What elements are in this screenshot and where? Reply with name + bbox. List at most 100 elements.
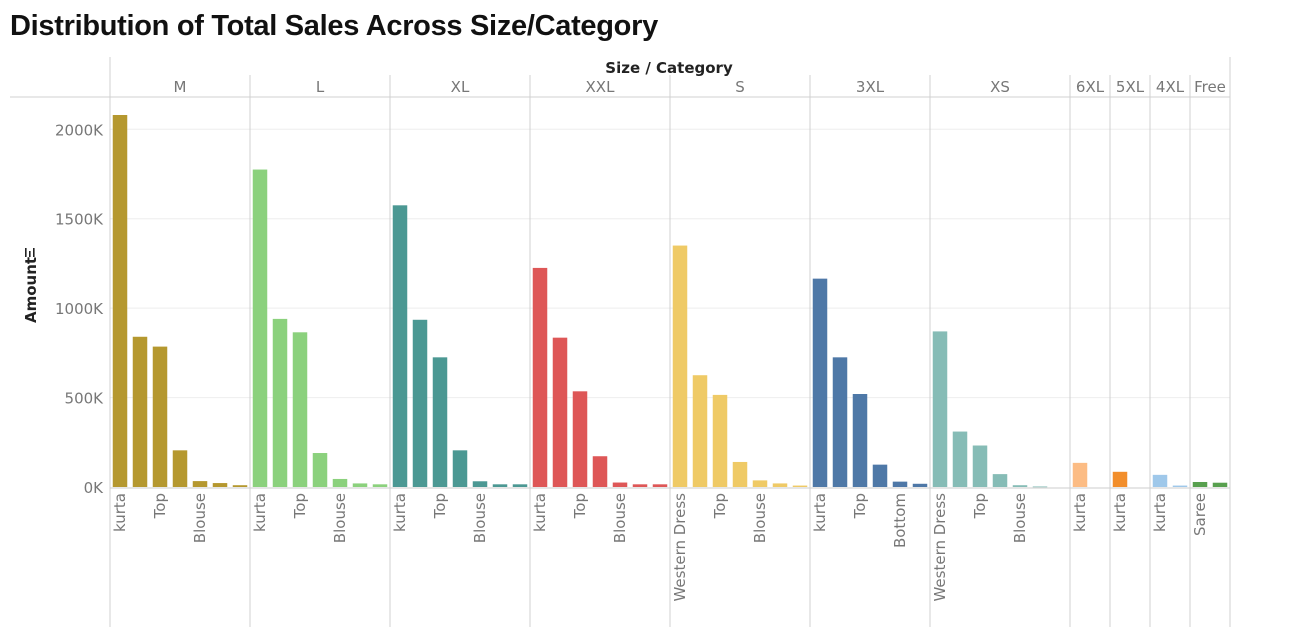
y-tick-label: 1000K — [55, 300, 104, 318]
y-axis-title: Amount — [22, 248, 40, 323]
y-tick-label: 1500K — [55, 211, 104, 229]
sort-icon[interactable] — [25, 248, 35, 257]
size-header-xl: XL — [451, 78, 470, 96]
size-header-l: L — [316, 78, 325, 96]
y-tick-label: 500K — [65, 390, 105, 408]
category-label: Top — [971, 493, 989, 519]
bar-xs-6[interactable] — [1032, 486, 1048, 488]
bar-s-5[interactable] — [752, 480, 768, 487]
bar-xxl-6[interactable] — [632, 484, 648, 487]
category-label: Top — [571, 493, 589, 519]
size-header-4xl: 4XL — [1156, 78, 1185, 96]
bar-5xl-1[interactable] — [1112, 471, 1128, 487]
size-header-xxl: XXL — [586, 78, 616, 96]
bar-m-2[interactable] — [132, 336, 148, 487]
bar-xs-4[interactable] — [992, 474, 1008, 487]
category-label: Blouse — [751, 493, 769, 543]
category-label: kurta — [111, 493, 129, 532]
size-header-3xl: 3XL — [856, 78, 885, 96]
bar-l-7[interactable] — [372, 484, 388, 487]
y-axis-label: Amount — [22, 257, 40, 323]
bar-m-3[interactable] — [152, 346, 168, 487]
chart-frame — [10, 57, 1231, 627]
bar-xl-1[interactable] — [392, 205, 408, 487]
bar-s-7[interactable] — [792, 485, 808, 487]
bar-xl-2[interactable] — [412, 319, 428, 487]
bar-m-4[interactable] — [172, 450, 188, 487]
bar-l-2[interactable] — [272, 318, 288, 487]
bar-l-4[interactable] — [312, 453, 328, 487]
bar-xxl-3[interactable] — [572, 391, 588, 487]
category-label: Western Dress — [671, 493, 689, 602]
bar-xxl-2[interactable] — [552, 337, 568, 487]
bar-4xl-1[interactable] — [1152, 474, 1168, 487]
category-label: kurta — [251, 493, 269, 532]
category-label: Blouse — [331, 493, 349, 543]
size-header-m: M — [174, 78, 187, 96]
bar-m-7[interactable] — [232, 485, 248, 487]
bar-l-6[interactable] — [352, 483, 368, 487]
category-label: Blouse — [191, 493, 209, 543]
bar-free-1[interactable] — [1192, 481, 1208, 487]
bar-xxl-1[interactable] — [532, 267, 548, 487]
bar-l-5[interactable] — [332, 478, 348, 487]
bar-l-1[interactable] — [252, 169, 268, 487]
bar-xs-2[interactable] — [952, 431, 968, 487]
category-labels: kurta Top Blouse kurta Top Blouse kurta Top Blou… — [111, 493, 1209, 602]
bar-xxl-7[interactable] — [652, 484, 668, 487]
y-tick-label: 0K — [84, 479, 105, 497]
size-header-xs: XS — [990, 78, 1010, 96]
category-label: kurta — [1071, 493, 1089, 532]
bar-m-5[interactable] — [192, 481, 208, 487]
bar-xs-1[interactable] — [932, 331, 948, 487]
bar-xxl-5[interactable] — [612, 482, 628, 487]
bars — [112, 115, 1228, 488]
bar-3xl-3[interactable] — [852, 394, 868, 487]
category-label: kurta — [391, 493, 409, 532]
bar-s-2[interactable] — [692, 375, 708, 487]
category-label: Top — [711, 493, 729, 519]
category-label: Saree — [1191, 493, 1209, 536]
bar-s-3[interactable] — [712, 394, 728, 487]
bar-m-1[interactable] — [112, 115, 128, 487]
bar-s-4[interactable] — [732, 461, 748, 487]
bar-4xl-2[interactable] — [1172, 485, 1188, 487]
bar-xs-5[interactable] — [1012, 485, 1028, 487]
bar-3xl-1[interactable] — [812, 278, 828, 487]
size-header-s: S — [735, 78, 745, 96]
category-label: Blouse — [611, 493, 629, 543]
bar-6xl-1[interactable] — [1072, 462, 1088, 487]
category-label: Top — [291, 493, 309, 519]
category-label: kurta — [1111, 493, 1129, 532]
category-label: Top — [851, 493, 869, 519]
bar-xs-3[interactable] — [972, 445, 988, 487]
bar-s-1[interactable] — [672, 245, 688, 487]
header-axis-title: Size / Category — [605, 59, 733, 77]
bar-m-6[interactable] — [212, 483, 228, 487]
bar-free-2[interactable] — [1212, 482, 1228, 487]
bar-3xl-2[interactable] — [832, 357, 848, 487]
bar-xl-4[interactable] — [452, 450, 468, 487]
category-label: kurta — [811, 493, 829, 532]
size-header-free: Free — [1194, 78, 1226, 96]
chart-title: Distribution of Total Sales Across Size/… — [10, 10, 658, 42]
bar-s-6[interactable] — [772, 483, 788, 487]
bar-3xl-5[interactable] — [892, 481, 908, 487]
category-label: Top — [431, 493, 449, 519]
bar-xl-7[interactable] — [512, 484, 528, 487]
bar-xxl-4[interactable] — [592, 456, 608, 487]
category-label: Western Dress — [931, 493, 949, 602]
bar-l-3[interactable] — [292, 332, 308, 487]
bar-xl-5[interactable] — [472, 481, 488, 487]
size-headers: M L XL XXL S 3XL XS 6XL 5XL 4XL Free — [174, 78, 1226, 96]
bar-3xl-4[interactable] — [872, 464, 888, 487]
category-label: Blouse — [1011, 493, 1029, 543]
bar-xl-3[interactable] — [432, 357, 448, 487]
category-label: Top — [151, 493, 169, 519]
y-tick-label: 2000K — [55, 121, 104, 139]
bar-xl-6[interactable] — [492, 484, 508, 487]
category-label: Blouse — [471, 493, 489, 543]
category-label: Bottom — [891, 493, 909, 548]
bar-3xl-6[interactable] — [912, 483, 928, 487]
